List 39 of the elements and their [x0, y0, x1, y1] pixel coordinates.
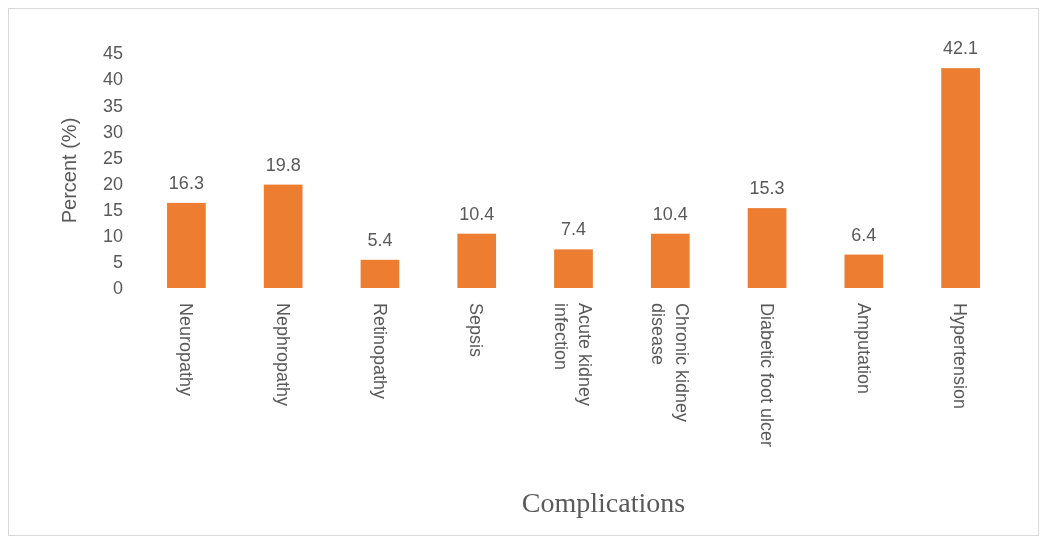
data-label: 7.4 — [560, 219, 587, 240]
bar — [650, 233, 690, 288]
y-axis-title: Percent (%) — [58, 117, 80, 224]
bar — [263, 184, 303, 288]
data-label: 15.3 — [749, 178, 785, 199]
y-tick-label: 10 — [102, 226, 123, 247]
data-label: 10.4 — [652, 203, 688, 224]
bar — [457, 233, 497, 288]
bar — [941, 68, 980, 288]
data-label: 10.4 — [459, 203, 495, 224]
x-tick-label: Hypertension — [950, 303, 971, 410]
y-tick-label: 40 — [102, 69, 123, 90]
y-tick-label: 20 — [102, 173, 123, 194]
y-tick-label: 15 — [102, 199, 123, 220]
x-tick-label: Acute kidney infection — [551, 303, 596, 407]
bar — [747, 208, 787, 288]
x-tick-label: Chronic kidney disease — [647, 303, 692, 423]
data-label: 19.8 — [265, 154, 301, 175]
data-label: 42.1 — [943, 38, 979, 59]
data-label: 5.4 — [367, 229, 393, 250]
x-tick-label: Neuropathy — [176, 303, 197, 397]
y-tick-label: 45 — [102, 43, 123, 64]
bar — [844, 254, 884, 288]
y-tick-label: 0 — [112, 278, 123, 299]
x-tick-label: Retinopathy — [369, 303, 390, 400]
y-tick-label: 30 — [102, 121, 123, 142]
x-tick-label: Diabetic foot ulcer — [756, 303, 777, 448]
bar — [360, 259, 400, 288]
data-label: 16.3 — [168, 172, 204, 193]
data-label: 6.4 — [851, 224, 877, 245]
x-axis-title: Complications — [521, 487, 686, 518]
y-tick-label: 5 — [112, 252, 123, 273]
x-tick-label: Nephropathy — [272, 303, 293, 407]
y-tick-label: 25 — [102, 147, 123, 168]
x-tick-label: Amputation — [853, 303, 874, 395]
x-tick-label: Sepsis — [466, 303, 487, 358]
bar — [554, 249, 593, 288]
bar — [167, 202, 206, 288]
y-tick-label: 35 — [102, 95, 123, 116]
